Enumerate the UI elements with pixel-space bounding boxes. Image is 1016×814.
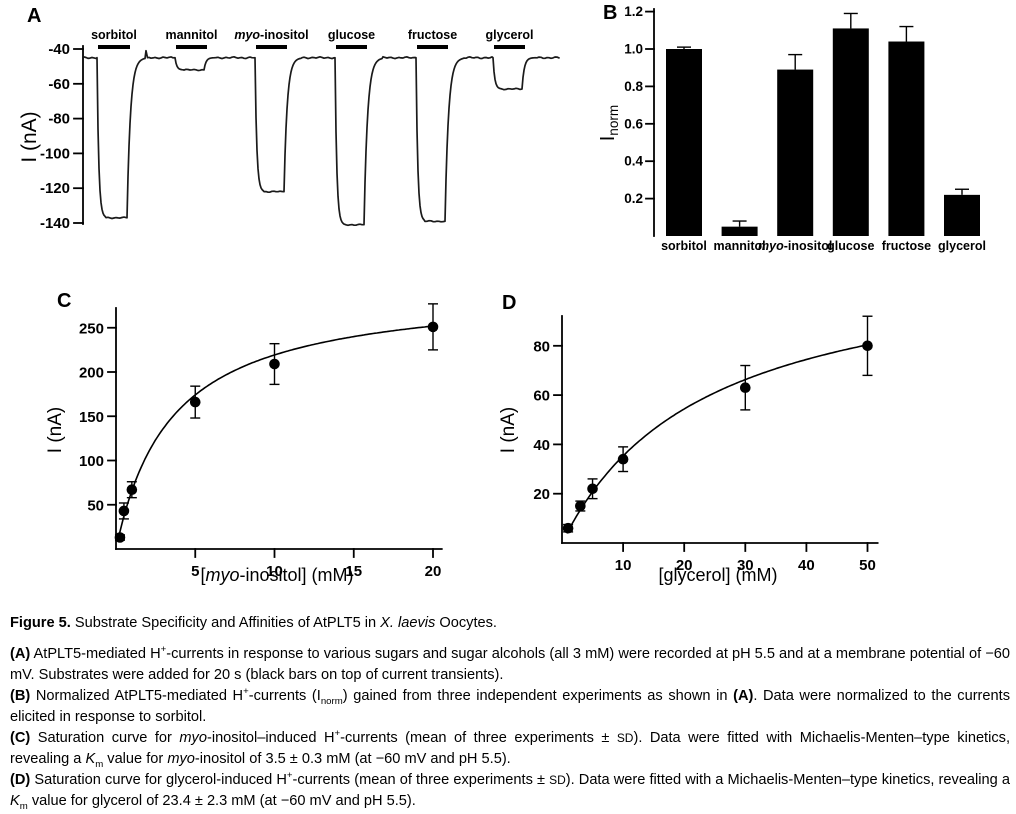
svg-text:-80: -80 [48, 111, 70, 128]
panel-b-bar-chart: 0.2 0.4 0.6 0.8 1.0 1.2 Inorm sorbitol mannitolm… [597, 4, 986, 253]
panel-d-label: D [502, 292, 517, 314]
svg-text:-120: -120 [40, 180, 70, 197]
svg-text:40: 40 [533, 437, 550, 454]
svg-text:200: 200 [79, 365, 104, 382]
panel-a-current-trace-chart: -40 -60 -80 -100 -120 -140 I (nA) sorbitol manni… [18, 28, 560, 232]
svg-text:0.8: 0.8 [624, 79, 643, 94]
svg-text:myo-inositol: myo-inositol [758, 239, 832, 253]
svg-text:10: 10 [266, 563, 283, 580]
svg-text:40: 40 [798, 557, 815, 574]
figure-caption-title: Figure 5. Substrate Specificity and Affi… [10, 615, 497, 631]
svg-text:0.4: 0.4 [624, 154, 643, 169]
svg-text:1.0: 1.0 [624, 42, 643, 57]
svg-text:I (nA): I (nA) [18, 111, 41, 162]
svg-text:50: 50 [87, 497, 104, 514]
svg-text:glucose: glucose [328, 28, 375, 42]
svg-text:-60: -60 [48, 76, 70, 93]
svg-text:-40: -40 [48, 41, 70, 58]
panel-c-saturation-curve-chart: 5 10 15 20 50 100 150 200 250 [myo-inositol] (mM)… [45, 303, 443, 585]
svg-text:sorbitol: sorbitol [661, 239, 707, 253]
svg-text:I (nA): I (nA) [45, 407, 66, 453]
svg-text:100: 100 [79, 453, 104, 470]
svg-text:0.6: 0.6 [624, 116, 643, 131]
svg-text:mannitol: mannitol [165, 28, 217, 42]
svg-text:sorbitol: sorbitol [91, 28, 137, 42]
panel-c-label: C [57, 290, 72, 312]
svg-text:20: 20 [425, 563, 442, 580]
svg-text:30: 30 [737, 557, 754, 574]
svg-text:Inorm: Inorm [597, 105, 621, 142]
svg-text:fructose: fructose [882, 239, 931, 253]
svg-text:-140: -140 [40, 215, 70, 232]
svg-text:10: 10 [615, 557, 632, 574]
svg-text:[glycerol] (mM): [glycerol] (mM) [658, 565, 777, 585]
svg-text:0.2: 0.2 [624, 191, 643, 206]
svg-text:glycerol: glycerol [486, 28, 534, 42]
svg-text:fructose: fructose [408, 28, 457, 42]
svg-text:250: 250 [79, 320, 104, 337]
svg-text:50: 50 [859, 557, 876, 574]
caption-paragraph-d: (D) Saturation curve for glycerol-induce… [10, 770, 1010, 812]
svg-text:glycerol: glycerol [938, 239, 986, 253]
svg-text:60: 60 [533, 388, 550, 405]
svg-text:5: 5 [191, 563, 199, 580]
svg-text:20: 20 [533, 486, 550, 503]
caption-paragraph-a: (A) AtPLT5-mediated H+-currents in respo… [10, 644, 1010, 683]
svg-text:myo-inositol: myo-inositol [234, 28, 308, 42]
panel-d-saturation-curve-chart: 10 20 30 40 50 20 40 60 80 [glycerol] (mM) I (nA) [498, 315, 879, 585]
svg-text:20: 20 [676, 557, 693, 574]
panel-b-label: B [603, 2, 618, 24]
panel-a-label: A [27, 5, 42, 27]
caption-paragraph-b: (B) Normalized AtPLT5-mediated H+-curren… [10, 686, 1011, 725]
caption-paragraph-c: (C) Saturation curve for myo-inositol–in… [10, 728, 1011, 770]
svg-text:80: 80 [533, 338, 550, 355]
svg-text:I (nA): I (nA) [498, 407, 519, 453]
svg-text:1.2: 1.2 [624, 4, 643, 19]
svg-text:150: 150 [79, 409, 104, 426]
figure-caption: Figure 5. Substrate Specificity and Affi… [10, 613, 1010, 812]
svg-text:mannitol: mannitol [714, 239, 766, 253]
svg-text:15: 15 [345, 563, 362, 580]
svg-text:-100: -100 [40, 145, 70, 162]
svg-text:[myo-inositol] (mM): [myo-inositol] (mM) [200, 565, 353, 585]
svg-text:glucose: glucose [827, 239, 874, 253]
